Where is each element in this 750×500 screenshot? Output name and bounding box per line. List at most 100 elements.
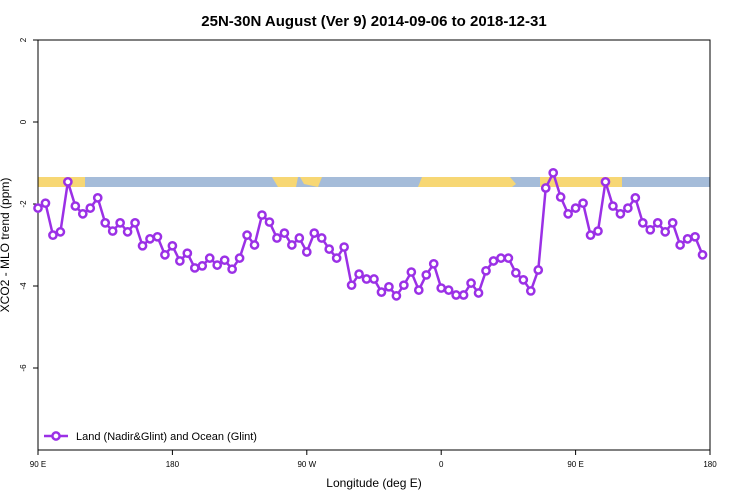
x-tick-label: 90 W bbox=[297, 460, 316, 469]
data-point bbox=[70, 201, 81, 211]
y-tick-label: -4 bbox=[19, 282, 28, 290]
data-point bbox=[630, 193, 641, 203]
data-point bbox=[122, 227, 133, 237]
plot-frame bbox=[37, 39, 711, 451]
data-point bbox=[540, 183, 551, 193]
data-point bbox=[92, 193, 103, 203]
x-tick-label: 90 E bbox=[567, 460, 583, 469]
data-point bbox=[40, 198, 51, 209]
data-point bbox=[548, 167, 559, 178]
data-point bbox=[682, 234, 693, 244]
data-point bbox=[212, 260, 223, 270]
data-point bbox=[115, 218, 125, 228]
data-point bbox=[667, 218, 678, 228]
data-point bbox=[152, 231, 163, 242]
data-point bbox=[77, 208, 88, 219]
data-point bbox=[182, 248, 193, 259]
data-point bbox=[316, 233, 327, 243]
data-point bbox=[189, 263, 200, 273]
x-tick-label: 180 bbox=[166, 460, 180, 469]
data-point bbox=[100, 218, 111, 228]
data-point bbox=[242, 230, 252, 241]
data-point bbox=[481, 265, 491, 276]
data-point bbox=[406, 267, 417, 277]
data-point bbox=[466, 278, 476, 288]
data-point bbox=[503, 253, 514, 263]
data-point bbox=[436, 283, 447, 293]
data-point bbox=[697, 249, 708, 260]
y-tick-label: -6 bbox=[19, 364, 28, 372]
data-point bbox=[384, 281, 394, 292]
data-point bbox=[130, 218, 140, 228]
data-point bbox=[645, 224, 656, 235]
y-axis-label: XCO2 - MLO trend (ppm) bbox=[0, 178, 12, 313]
data-point bbox=[563, 208, 573, 219]
y-tick-label: 2 bbox=[19, 37, 28, 42]
data-point bbox=[690, 231, 700, 242]
data-point bbox=[354, 269, 364, 279]
data-point bbox=[197, 261, 208, 271]
data-point bbox=[33, 203, 43, 213]
data-point bbox=[421, 270, 432, 280]
data-point bbox=[511, 268, 521, 278]
data-point bbox=[219, 255, 230, 266]
data-point bbox=[167, 240, 178, 251]
x-tick-label: 0 bbox=[439, 460, 444, 469]
data-point bbox=[451, 290, 461, 300]
data-point bbox=[272, 233, 282, 243]
data-point bbox=[458, 290, 469, 300]
data-point bbox=[346, 280, 357, 291]
data-point bbox=[473, 288, 484, 298]
data-point bbox=[570, 203, 581, 213]
data-point bbox=[287, 240, 297, 250]
chart-title: 25N-30N August (Ver 9) 2014-09-06 to 201… bbox=[201, 13, 546, 30]
data-point bbox=[145, 234, 155, 244]
y-tick-label: 0 bbox=[19, 119, 28, 124]
data-point bbox=[675, 240, 685, 250]
data-point bbox=[331, 253, 342, 263]
x-tick-label: 180 bbox=[703, 460, 717, 469]
legend-marker bbox=[51, 431, 61, 441]
data-point bbox=[615, 208, 626, 219]
y-tick-label: -2 bbox=[19, 200, 28, 208]
data-point bbox=[324, 244, 335, 254]
data-point bbox=[309, 228, 320, 238]
data-point bbox=[279, 228, 290, 238]
data-point bbox=[175, 256, 185, 266]
data-point bbox=[301, 247, 312, 257]
data-point bbox=[204, 253, 215, 263]
data-point bbox=[339, 242, 349, 252]
data-point bbox=[533, 265, 544, 275]
data-point bbox=[227, 264, 237, 275]
data-point bbox=[249, 240, 260, 250]
data-point bbox=[376, 287, 387, 297]
data-point bbox=[160, 249, 170, 260]
data-point bbox=[264, 217, 275, 227]
data-point bbox=[593, 226, 603, 236]
data-point bbox=[443, 285, 454, 295]
data-point bbox=[55, 227, 66, 237]
data-point bbox=[623, 203, 633, 213]
data-point bbox=[637, 218, 648, 228]
data-point bbox=[85, 203, 96, 213]
data-point bbox=[399, 280, 409, 291]
data-point bbox=[600, 177, 611, 187]
x-tick-label: 90 E bbox=[30, 460, 46, 469]
data-point bbox=[578, 198, 588, 209]
data-point bbox=[585, 230, 596, 241]
data-point bbox=[413, 285, 424, 295]
data-point bbox=[608, 201, 618, 211]
data-point bbox=[652, 218, 663, 228]
data-point bbox=[496, 253, 506, 263]
x-axis-label: Longitude (deg E) bbox=[326, 476, 421, 490]
data-point bbox=[234, 253, 245, 263]
data-point bbox=[107, 226, 118, 236]
data-point bbox=[488, 256, 499, 266]
data-point bbox=[518, 275, 529, 285]
data-point bbox=[361, 274, 372, 284]
data-point bbox=[391, 290, 402, 301]
data-point bbox=[294, 233, 305, 243]
data-point bbox=[660, 227, 671, 237]
data-point bbox=[525, 286, 536, 296]
